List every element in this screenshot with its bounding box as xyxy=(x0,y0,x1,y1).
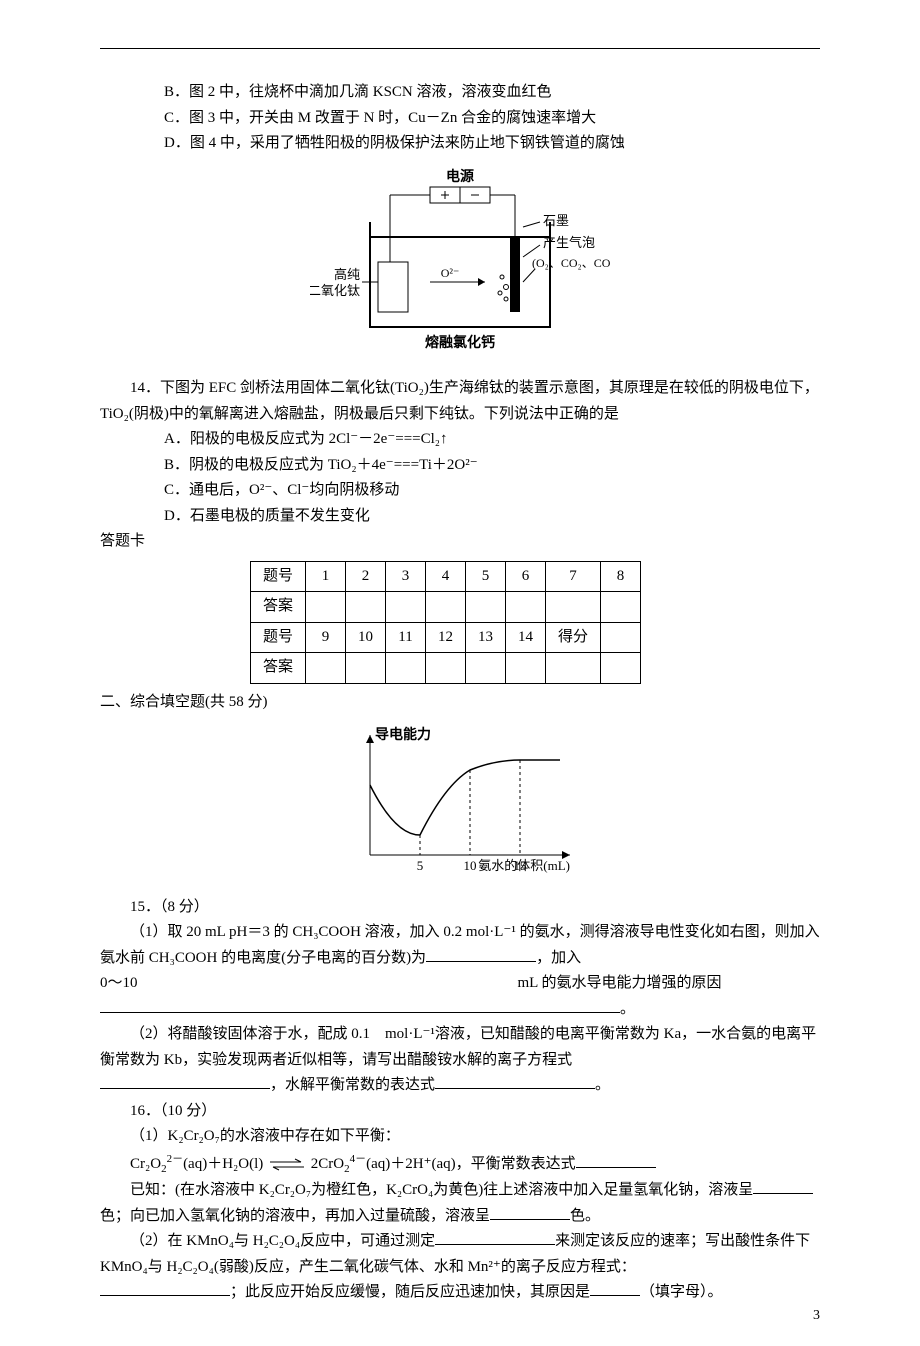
graphite-label: 石墨 xyxy=(543,213,569,228)
blank-6 xyxy=(753,1193,813,1194)
q14-b: B．阴极的电极反应式为 TiO₂＋4e⁻===Ti＋2O²⁻ xyxy=(100,453,820,479)
blank-1 xyxy=(426,961,536,962)
q16-2b: 色；向已加入氢氧化钠的溶液中，再加入过量硫酸，溶液呈 xyxy=(100,1208,490,1224)
q15-2b: ，水解平衡常数的表达式 xyxy=(270,1077,435,1093)
blank-5 xyxy=(576,1167,656,1168)
q16-3a: （2）在 KMnO₄与 H₂C₂O₄反应中，可通过测定 xyxy=(130,1233,435,1249)
t-r1c6: 6 xyxy=(506,561,546,592)
q16-2a: 已知：(在水溶液中 K₂Cr₂O₇为橙红色，K₂CrO₄为黄色)往上述溶液中加入… xyxy=(130,1182,753,1198)
conductivity-graph: 导电能力 5 10 15 氨水的体积(mL) xyxy=(100,725,820,885)
blank-3 xyxy=(100,1088,270,1089)
o2-ion-label: O²⁻ xyxy=(441,266,460,280)
q15-part2-line2: ，水解平衡常数的表达式 。 xyxy=(100,1073,820,1099)
power-label: 电源 xyxy=(446,168,474,185)
t-r1c1: 1 xyxy=(306,561,346,592)
q14-stem: 14．下图为 EFC 剑桥法用固体二氧化钛(TiO₂)生产海绵钛的装置示意图，其… xyxy=(100,376,820,427)
option-d: D．图 4 中，采用了牺牲阳极的阴极保护法来防止地下钢铁管道的腐蚀 xyxy=(100,131,820,157)
t-r3c6: 14 xyxy=(506,622,546,653)
blank-9 xyxy=(100,1295,230,1296)
q15-1c: 0～10 xyxy=(100,975,138,991)
electrolysis-diagram: 电源 xyxy=(100,167,820,367)
equilibrium-arrows-icon xyxy=(267,1157,307,1171)
t-r1c4: 4 xyxy=(426,561,466,592)
q16-eq-b: (aq)＋H₂O(l) xyxy=(183,1156,263,1172)
sup27: 2－ xyxy=(167,1153,184,1165)
t-r3c5: 13 xyxy=(466,622,506,653)
q16-equation: Cr₂O22－(aq)＋H₂O(l) 2CrO24－(aq)＋2H⁺(aq)，平… xyxy=(100,1150,820,1179)
q15-part1: （1）取 20 mL pH＝3 的 CH₃COOH 溶液，加入 0.2 mol·… xyxy=(100,920,820,971)
gases-label: (O₂、CO₂、CO) xyxy=(532,256,610,270)
t-r3c0: 题号 xyxy=(251,622,306,653)
tick-10: 10 xyxy=(464,858,477,873)
blank-2 xyxy=(100,1012,620,1013)
q16-part2: 已知：(在水溶液中 K₂Cr₂O₇为橙红色，K₂CrO₄为黄色)往上述溶液中加入… xyxy=(100,1178,820,1229)
q16-part3: （2）在 KMnO₄与 H₂C₂O₄反应中，可通过测定来测定该反应的速率；写出酸… xyxy=(100,1229,820,1280)
page-number: 3 xyxy=(813,1304,820,1328)
tio2-label-2: 二氧化钛 xyxy=(310,283,360,298)
answer-table: 题号 1 2 3 4 5 6 7 8 答案 题号 9 10 11 12 13 1… xyxy=(250,561,641,684)
t-r3c1: 9 xyxy=(306,622,346,653)
q15-1d: mL 的氨水导电能力增强的原因 xyxy=(518,975,722,991)
t-r2c0: 答案 xyxy=(251,592,306,623)
q15-1e: 。 xyxy=(620,1001,635,1017)
x-axis-label: 氨水的体积(mL) xyxy=(478,858,570,873)
tio2-label-1: 高纯 xyxy=(334,267,360,282)
t-r1c0: 题号 xyxy=(251,561,306,592)
q16-2c: 色。 xyxy=(570,1208,600,1224)
option-b: B．图 2 中，往烧杯中滴加几滴 KSCN 溶液，溶液变血红色 xyxy=(100,80,820,106)
blank-4 xyxy=(435,1088,595,1089)
y-axis-label: 导电能力 xyxy=(375,726,431,743)
q15-1a: （1）取 20 mL pH＝3 的 CH₃COOH 溶液，加入 0.2 mol·… xyxy=(100,924,820,966)
q14-d: D．石墨电极的质量不发生变化 xyxy=(100,504,820,530)
t-r3c4: 12 xyxy=(426,622,466,653)
t-r1c5: 5 xyxy=(466,561,506,592)
molten-label: 熔融氯化钙 xyxy=(425,334,495,351)
t-r3c3: 11 xyxy=(386,622,426,653)
q15-part1-line2: 0～10 mL 的氨水导电能力增强的原因 xyxy=(100,971,820,997)
bubbles-label: 产生气泡 xyxy=(543,235,595,250)
q15-1b: ，加入 xyxy=(536,950,581,966)
q15-2a: （2）将醋酸铵固体溶于水，配成 0.1 mol·L⁻¹溶液，已知醋酸的电离平衡常… xyxy=(100,1026,816,1068)
t-r1c7: 7 xyxy=(546,561,601,592)
section-ii: 二、综合填空题(共 58 分) xyxy=(100,690,820,716)
q16-eq-d: (aq)＋2H⁺(aq)，平衡常数表达式 xyxy=(366,1156,576,1172)
q14-a: A．阳极的电极反应式为 2Cl⁻－2e⁻===Cl₂↑ xyxy=(100,427,820,453)
answer-card-title: 答题卡 xyxy=(100,529,820,555)
q16-3d: （填字母）。 xyxy=(640,1284,723,1300)
q16-part1: （1）K₂Cr₂O₇的水溶液中存在如下平衡： xyxy=(100,1124,820,1150)
t-r1c2: 2 xyxy=(346,561,386,592)
q15-part1-line3: 。 xyxy=(100,997,820,1023)
q16-eq-a: Cr₂O xyxy=(130,1156,161,1172)
q16-3c: ；此反应开始反应缓慢，随后反应迅速加快，其原因是 xyxy=(230,1284,590,1300)
blank-7 xyxy=(490,1219,570,1220)
sup24: 4－ xyxy=(350,1153,367,1165)
t-r3c2: 10 xyxy=(346,622,386,653)
q14-c: C．通电后，O²⁻、Cl⁻均向阴极移动 xyxy=(100,478,820,504)
q16-eq-c: 2CrO xyxy=(311,1156,344,1172)
q15-title: 15．（8 分） xyxy=(100,895,820,921)
q15-2c: 。 xyxy=(595,1077,610,1093)
blank-8 xyxy=(435,1244,555,1245)
option-c: C．图 3 中，开关由 M 改置于 N 时，Cu－Zn 合金的腐蚀速率增大 xyxy=(100,106,820,132)
tick-5: 5 xyxy=(417,858,424,873)
q16-title: 16．（10 分） xyxy=(100,1099,820,1125)
t-r4c0: 答案 xyxy=(251,653,306,684)
blank-10 xyxy=(590,1295,640,1296)
t-r3c7: 得分 xyxy=(546,622,601,653)
header-rule xyxy=(100,48,820,49)
t-r1c3: 3 xyxy=(386,561,426,592)
page-content: B．图 2 中，往烧杯中滴加几滴 KSCN 溶液，溶液变血红色 C．图 3 中，… xyxy=(0,0,920,1346)
q15-part2: （2）将醋酸铵固体溶于水，配成 0.1 mol·L⁻¹溶液，已知醋酸的电离平衡常… xyxy=(100,1022,820,1073)
t-r1c8: 8 xyxy=(601,561,641,592)
